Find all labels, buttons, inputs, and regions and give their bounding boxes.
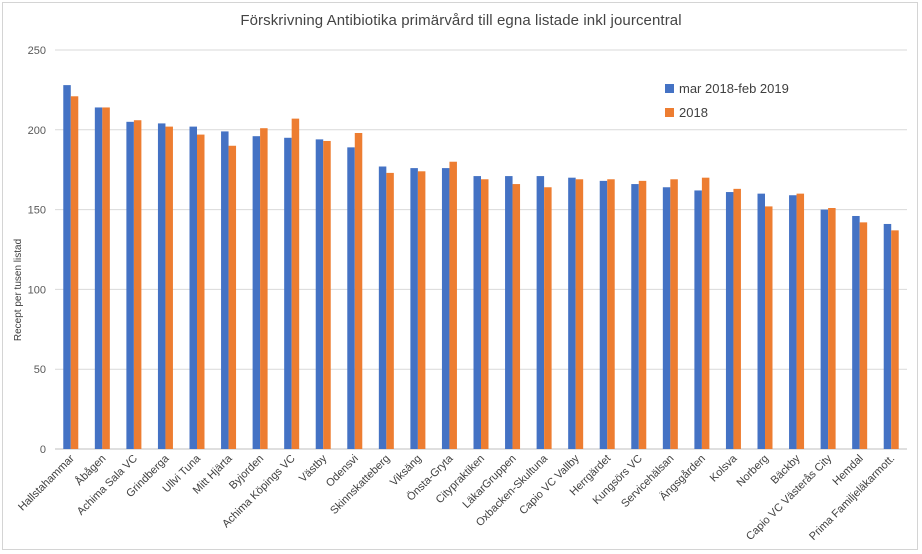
bar-series1 <box>536 176 545 450</box>
bar-series2 <box>544 187 552 450</box>
bar-series2 <box>828 208 836 449</box>
legend-label: 2018 <box>679 105 708 120</box>
bar-series1 <box>315 139 324 449</box>
bar-series2 <box>670 179 678 449</box>
chart-title: Förskrivning Antibiotika primärvård till… <box>240 12 682 29</box>
y-axis-ticks: 0 50 100 150 200 250 <box>28 45 46 456</box>
bar-series2 <box>891 230 899 449</box>
bar-series1 <box>189 126 197 449</box>
x-tick-label: Skinnskatteberg <box>328 453 392 517</box>
bar-series2 <box>323 140 331 450</box>
legend-label: mar 2018-feb 2019 <box>679 81 789 96</box>
bar-series1 <box>94 107 103 450</box>
bars <box>63 85 899 450</box>
bar-series2 <box>607 179 615 449</box>
bar-series2 <box>260 128 268 450</box>
bar-series2 <box>512 184 521 449</box>
bar-series1 <box>378 166 387 449</box>
bar-series2 <box>417 171 426 449</box>
bar-series1 <box>757 193 765 449</box>
y-tick-label: 0 <box>40 444 46 456</box>
bar-series1 <box>126 121 134 449</box>
bar-series1 <box>505 176 513 450</box>
bar-series1 <box>883 223 892 449</box>
bar-series1 <box>631 184 639 449</box>
bar-series1 <box>252 136 261 449</box>
bar-series2 <box>796 193 805 449</box>
y-tick-label: 250 <box>28 45 46 57</box>
y-tick-label: 200 <box>28 125 46 137</box>
bar-series1 <box>662 187 671 450</box>
bar-series1 <box>789 195 797 449</box>
bar-series1 <box>221 131 229 449</box>
bar-series2 <box>354 132 363 449</box>
bar-series2 <box>291 118 300 450</box>
bar-series1 <box>725 192 734 449</box>
legend-swatch <box>665 108 674 117</box>
bar-series1 <box>63 85 71 449</box>
bar-series2 <box>102 107 110 450</box>
bar-series2 <box>449 161 457 449</box>
bar-series2 <box>228 145 237 449</box>
bar-series2 <box>733 188 741 450</box>
bar-series1 <box>599 180 608 449</box>
y-tick-label: 50 <box>34 364 46 376</box>
bar-series1 <box>347 147 355 449</box>
y-tick-label: 100 <box>28 284 46 296</box>
bar-series2 <box>638 180 647 449</box>
x-tick-label: Norberg <box>735 453 772 490</box>
legend: mar 2018-feb 2019 2018 <box>665 81 789 120</box>
bar-series2 <box>765 206 773 449</box>
x-tick-label: Hallstahammar <box>16 452 77 513</box>
bar-series1 <box>852 215 860 449</box>
bar-series1 <box>694 190 702 449</box>
bar-series2 <box>575 179 584 449</box>
y-axis-label: Recept per tusen listad <box>13 239 24 341</box>
bar-series2 <box>481 179 489 449</box>
bar-series1 <box>410 168 418 449</box>
bar-series2 <box>386 172 394 449</box>
bar-series2 <box>701 177 710 449</box>
bar-series1 <box>284 137 292 449</box>
bar-series2 <box>165 126 173 449</box>
y-tick-label: 150 <box>28 205 46 217</box>
bar-series2 <box>133 120 142 449</box>
legend-swatch <box>665 84 674 93</box>
bar-series1 <box>568 177 576 449</box>
bar-series1 <box>473 176 481 450</box>
bar-series1 <box>441 168 450 449</box>
bar-series2 <box>859 222 868 449</box>
bar-series2 <box>70 96 79 449</box>
bar-series2 <box>197 134 205 449</box>
bar-series1 <box>157 123 166 449</box>
bar-series1 <box>820 209 829 449</box>
